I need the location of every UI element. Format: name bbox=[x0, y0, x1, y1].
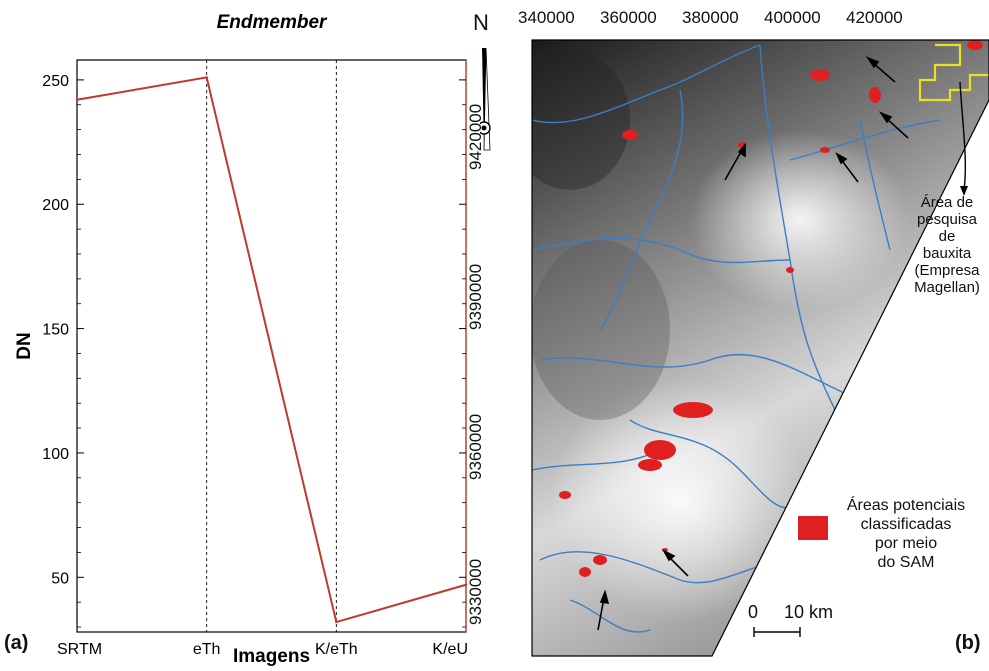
research-area-line: de bbox=[938, 228, 956, 245]
area-pointer-arrowhead bbox=[960, 186, 968, 196]
x-tick-label: K/eTh bbox=[315, 641, 358, 658]
map-xtick: 360000 bbox=[600, 8, 657, 27]
annotation-arrows bbox=[597, 56, 909, 631]
research-area-line: pesquisa bbox=[916, 211, 978, 228]
map-ytick: 9420000 bbox=[466, 103, 485, 170]
y-tick-label: 200 bbox=[42, 197, 69, 214]
chart-title: Endmember bbox=[217, 12, 328, 33]
dem-map bbox=[477, 39, 989, 657]
y-axis-label: DN bbox=[14, 332, 35, 359]
research-area-line: Magellan) bbox=[914, 279, 980, 296]
data-point bbox=[75, 98, 79, 101]
x-tick-label: eTh bbox=[193, 641, 221, 658]
research-area-boundary bbox=[918, 43, 989, 102]
endmember-chart-panel: Endmember DN Imagens 50 100 150 200 250 SRTM eTh K… bbox=[0, 0, 480, 667]
legend-line: Áreas potenciais bbox=[846, 497, 966, 514]
y-tick-label: 250 bbox=[42, 73, 69, 90]
research-area-label: Área de pesquisa de bauxita (Empresa Mag… bbox=[904, 194, 989, 296]
north-label: N bbox=[473, 10, 489, 35]
y-tick-label: 150 bbox=[42, 322, 69, 339]
x-tick-label: SRTM bbox=[57, 641, 102, 658]
legend-line: do SAM bbox=[877, 554, 935, 571]
map-ytick: 9390000 bbox=[466, 263, 485, 330]
x-tick-label: K/eU bbox=[432, 641, 468, 658]
y-tick-label: 100 bbox=[42, 446, 69, 463]
panel-a-label: (a) bbox=[4, 632, 29, 654]
map-xtick: 380000 bbox=[682, 8, 739, 27]
endmember-chart: Endmember DN Imagens 50 100 150 200 250 SRTM eTh K… bbox=[14, 12, 468, 667]
area-pointer-arrow bbox=[959, 81, 967, 191]
data-point bbox=[335, 620, 338, 624]
scale-bar bbox=[753, 627, 801, 637]
legend-line: classificadas bbox=[860, 516, 952, 533]
map-panel: N 340000 360000 380000 400000 420000 942… bbox=[466, 0, 989, 666]
sam-classified-areas bbox=[559, 40, 983, 577]
north-arrow-icon bbox=[477, 47, 491, 151]
research-area-line: (Empresa bbox=[914, 262, 980, 279]
legend-text: Áreas potenciais classificadas por meio … bbox=[826, 496, 986, 572]
x-axis-label: Imagens bbox=[233, 646, 310, 666]
map-xtick: 340000 bbox=[518, 8, 575, 27]
research-area-line: Área de bbox=[920, 194, 974, 211]
panel-b-label: (b) bbox=[955, 632, 981, 654]
map-ytick: 9360000 bbox=[466, 413, 485, 480]
endmember-series-line bbox=[76, 76, 467, 624]
legend-line: por meio bbox=[874, 535, 938, 552]
scale-start-label: 0 bbox=[748, 602, 759, 622]
data-point bbox=[205, 76, 208, 79]
y-tick-label: 50 bbox=[51, 570, 69, 587]
scale-end-label: 10 km bbox=[784, 602, 834, 622]
map-xtick: 400000 bbox=[764, 8, 821, 27]
map-frame bbox=[531, 39, 989, 657]
data-point bbox=[464, 583, 468, 586]
legend-swatch bbox=[798, 516, 828, 540]
research-area-line: bauxita bbox=[922, 245, 972, 262]
map-ytick: 9330000 bbox=[466, 558, 485, 625]
map-xtick: 420000 bbox=[846, 8, 903, 27]
